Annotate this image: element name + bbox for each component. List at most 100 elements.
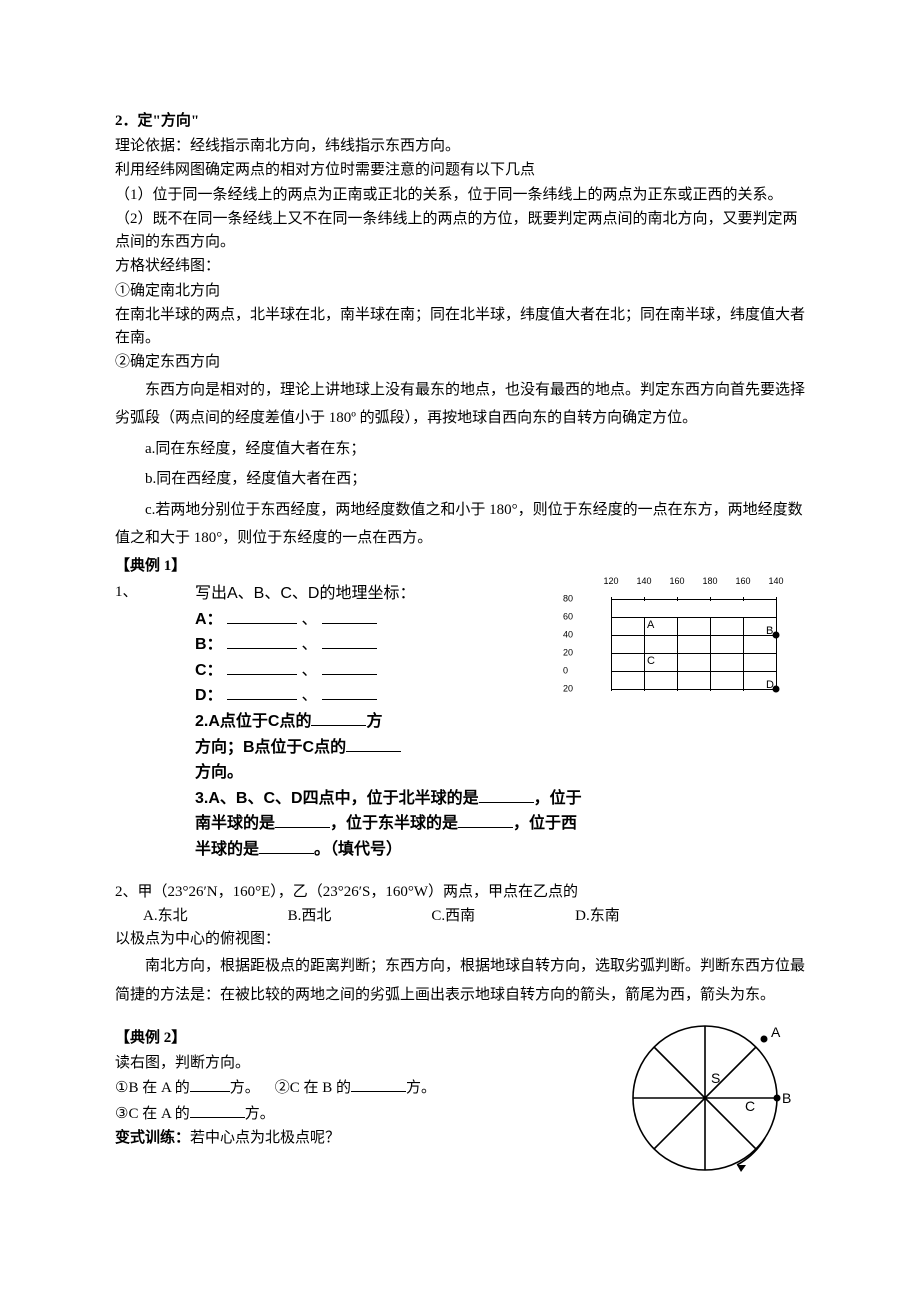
label-C: C： — [195, 662, 223, 679]
x-label-160b: 160 — [735, 575, 750, 589]
polar-explanation: 南北方向，根据距极点的距离判断；东西方向，根据地球自转方向，选取劣弧判断。判断东… — [115, 952, 805, 1009]
blank-q2-1 — [311, 709, 366, 726]
polar-heading: 以极点为中心的俯视图： — [115, 928, 805, 951]
grid-axes: A B C D — [611, 599, 776, 691]
text-grid-heading: 方格状经纬图： — [115, 255, 805, 278]
y-label-40: 40 — [563, 628, 573, 642]
y-label-80: 80 — [563, 592, 573, 606]
ex2-q1a: ①B 在 A 的 — [115, 1080, 190, 1096]
question-3: 3.A、B、C、D四点中，位于北半球的是，位于南半球的是，位于东半球的是，位于西… — [195, 786, 585, 863]
x-label-120: 120 — [603, 575, 618, 589]
blank-ex2-1 — [190, 1076, 230, 1092]
polar-B-label: B — [782, 1090, 791, 1106]
blank-B-2 — [322, 632, 377, 649]
blank-q3-3 — [458, 811, 513, 828]
separator: 、 — [301, 636, 317, 653]
q3-a: 3.A、B、C、D四点中，位于北半球的是 — [195, 790, 479, 807]
example-2-block: 【典例 2】 读右图，判断方向。 ①B 在 A 的方。 ②C 在 B 的方。 ③… — [115, 1013, 805, 1183]
x-label-140: 140 — [636, 575, 651, 589]
polar-chart: S A B C — [615, 1013, 795, 1183]
text-note-1: （1）位于同一条经线上的两点为正南或正北的关系，位于同一条纬线上的两点为正东或正… — [115, 184, 805, 207]
q3-c: ，位于东半球的是 — [330, 815, 458, 832]
ex2-q2a: ②C 在 B 的 — [275, 1080, 351, 1096]
blank-A-2 — [322, 607, 377, 624]
ex2-variant: 变式训练：若中心点为北极点呢？ — [115, 1127, 585, 1150]
variant-text: 若中心点为北极点呢？ — [190, 1130, 340, 1146]
y-label-0: 0 — [563, 664, 568, 678]
y-label--20: 20 — [563, 682, 573, 696]
example-1-questions: 写出A、B、C、D的地理坐标： A： 、 B： 、 C： 、 D： — [195, 581, 585, 863]
x-label-180: 180 — [702, 575, 717, 589]
x-label-160: 160 — [669, 575, 684, 589]
ex2-q3a: ③C 在 A 的 — [115, 1106, 190, 1122]
option-A: A.东北 — [143, 905, 188, 928]
vline-4 — [743, 617, 744, 691]
blank-C-2 — [322, 658, 377, 675]
separator: 、 — [301, 662, 317, 679]
option-B: B.西北 — [288, 905, 332, 928]
vline-2 — [677, 617, 678, 691]
variant-label: 变式训练： — [115, 1130, 190, 1146]
ex2-q3b: 方。 — [245, 1106, 275, 1122]
blank-ex2-3 — [190, 1102, 245, 1118]
q2-fang: 方 — [366, 713, 382, 730]
coord-row-B: B： 、 — [195, 632, 585, 658]
text-basis: 理论依据：经线指示南北方向，纬线指示东西方向。 — [115, 135, 805, 158]
y-label-20: 20 — [563, 646, 573, 660]
separator: 、 — [301, 687, 317, 704]
example-2-title: 【典例 2】 — [115, 1027, 585, 1050]
polar-center-label: S — [711, 1070, 720, 1086]
q3-e: 。（填代号） — [314, 841, 402, 858]
point-B-dot — [773, 632, 780, 639]
document-page: 2．定"方向" 理论依据：经线指示南北方向，纬线指示东西方向。 利用经纬网图确定… — [0, 0, 920, 1302]
blank-ex2-2 — [351, 1076, 406, 1092]
question-2-line2: 方向；B点位于C点的 — [195, 735, 585, 761]
point-C-label: C — [647, 653, 655, 670]
label-B: B： — [195, 636, 223, 653]
text-note-2: （2）既不在同一条经线上又不在同一条纬线上的两点的方位，既要判定两点间的南北方向… — [115, 208, 805, 253]
text-ew-body: 东西方向是相对的，理论上讲地球上没有最东的地点，也没有最西的地点。判定东西方向首… — [115, 376, 805, 433]
option-C: C.西南 — [431, 905, 475, 928]
label-A: A： — [195, 611, 223, 628]
blank-D-2 — [322, 683, 377, 700]
point-D-dot — [773, 686, 780, 693]
polar-chart-container: S A B C — [615, 1013, 805, 1183]
y-label-60: 60 — [563, 610, 573, 624]
hline--20 — [611, 689, 776, 690]
question-2-options: A.东北 B.西北 C.西南 D.东南 — [115, 905, 805, 928]
blank-C-1 — [227, 658, 297, 675]
grid-chart-container: 120 140 160 180 160 140 — [585, 581, 805, 863]
point-A-label: A — [647, 617, 654, 634]
ex2-q1b: 方。 — [230, 1080, 260, 1096]
example-2-text: 【典例 2】 读右图，判断方向。 ①B 在 A 的方。 ②C 在 B 的方。 ③… — [115, 1013, 585, 1183]
coord-row-C: C： 、 — [195, 658, 585, 684]
example-1-body: 1、 写出A、B、C、D的地理坐标： A： 、 B： 、 C： 、 — [115, 581, 805, 863]
question-2: 2.A点位于C点的 方 — [195, 709, 585, 735]
blank-B-1 — [227, 632, 297, 649]
coord-prompt: 写出A、B、C、D的地理坐标： — [195, 581, 585, 607]
text-note-intro: 利用经纬网图确定两点的相对方位时需要注意的问题有以下几点 — [115, 159, 805, 182]
section-heading-direction: 2．定"方向" — [115, 110, 805, 133]
text-rule-a: a.同在东经度，经度值大者在东； — [115, 435, 805, 464]
label-D: D： — [195, 687, 223, 704]
ex2-prompt: 读右图，判断方向。 — [115, 1052, 585, 1075]
blank-q2-2 — [346, 735, 401, 752]
coordinate-grid-chart: 120 140 160 180 160 140 — [585, 587, 785, 707]
vline-3 — [710, 617, 711, 691]
blank-q3-2 — [275, 811, 330, 828]
polar-C-label: C — [745, 1098, 755, 1114]
x-label-140b: 140 — [768, 575, 783, 589]
q2-part-a: 2.A点位于C点的 — [195, 713, 311, 730]
q2-part-c: 方向。 — [195, 760, 585, 786]
vline-left — [611, 599, 612, 691]
hline-80 — [611, 599, 776, 600]
blank-A-1 — [227, 607, 297, 624]
text-ns-heading: ①确定南北方向 — [115, 280, 805, 303]
text-ns-body: 在南北半球的两点，北半球在北，南半球在南；同在北半球，纬度值大者在北；同在南半球… — [115, 304, 805, 349]
hline-40 — [611, 635, 776, 636]
example-1-title: 【典例 1】 — [115, 555, 805, 578]
blank-q3-4 — [259, 837, 314, 854]
text-rule-c: c.若两地分别位于东西经度，两地经度数值之和小于 180°，则位于东经度的一点在… — [115, 496, 805, 553]
text-ew-heading: ②确定东西方向 — [115, 351, 805, 374]
ex2-q3: ③C 在 A 的 方。 — [115, 1102, 585, 1126]
